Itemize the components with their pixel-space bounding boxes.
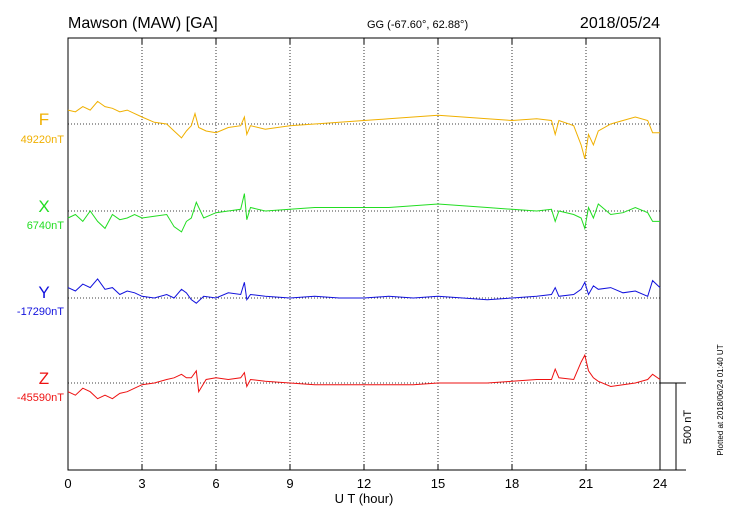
series-line-f (67, 100, 660, 159)
x-tick-label: 0 (64, 476, 71, 491)
series-baseline-f: 49220nT (21, 134, 65, 146)
series-line-z (67, 353, 661, 400)
series-baseline-z: -45590nT (17, 392, 64, 404)
x-tick-label: 3 (138, 476, 145, 491)
x-tick-label: 18 (505, 476, 519, 491)
series-lines (67, 100, 661, 400)
vertical-gridlines (141, 38, 587, 470)
scale-bar: 500 nT (660, 382, 694, 471)
x-tick-label: 12 (357, 476, 371, 491)
station-coordinates: GG (-67.60°, 62.88°) (367, 19, 468, 31)
chart-date: 2018/05/24 (580, 15, 660, 32)
series-baseline-y: -17290nT (17, 306, 64, 318)
series-baseline-x: 6740nT (27, 220, 65, 232)
series-line-y (67, 278, 661, 304)
series-name-y: Y (38, 283, 49, 302)
x-tick-label: 21 (579, 476, 593, 491)
x-tick-label: 15 (431, 476, 445, 491)
x-axis-label: U T (hour) (335, 491, 394, 506)
x-tick-label: 9 (286, 476, 293, 491)
x-tick-label: 24 (653, 476, 667, 491)
series-name-z: Z (39, 369, 49, 388)
series-labels: F 49220nT X 6740nT Y -17290nT Z -45590nT (17, 110, 64, 404)
series-line-x (67, 193, 660, 233)
scale-bar-label: 500 nT (682, 410, 694, 445)
plot-timestamp: Plotted at 2018/06/24 01:40 UT (716, 344, 725, 455)
series-name-x: X (38, 197, 49, 216)
series-name-f: F (39, 110, 49, 129)
station-title: Mawson (MAW) [GA] (68, 15, 218, 32)
x-tick-label: 6 (212, 476, 219, 491)
x-axis-ticks: 0 3 6 9 12 15 18 21 24 (64, 38, 667, 491)
